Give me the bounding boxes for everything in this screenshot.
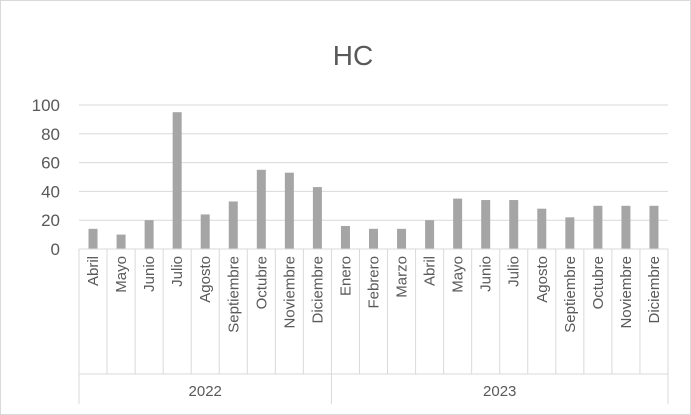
x-group-label: 2022 [189,383,222,400]
y-tick-label: 20 [41,211,60,230]
x-tick-label: Diciembre [646,256,663,324]
x-tick-label: Diciembre [309,256,326,324]
bar [144,220,154,249]
bar [481,200,491,249]
bar [172,112,182,249]
x-tick-label: Junio [478,256,495,292]
bar [397,228,407,249]
x-tick-label: Agosto [197,256,214,303]
x-tick-label: Noviembre [281,256,298,329]
x-tick-label: Abril [85,256,102,286]
bar [649,205,659,249]
y-tick-label: 60 [41,154,60,173]
bar [509,200,519,249]
x-axis-category-labels: Abril Mayo Junio Julio Agosto Septiembre Octub… [85,256,663,333]
x-axis [78,248,669,404]
y-tick-label: 0 [51,240,60,259]
x-tick-label: Abril [422,256,439,286]
x-tick-label: Julio [506,256,523,287]
x-tick-label: Mayo [113,256,130,293]
y-tick-label: 40 [41,182,60,201]
bar [116,234,126,249]
bar [228,201,238,249]
bar [88,228,98,249]
bar [200,214,210,249]
x-tick-label: Septiembre [225,256,242,333]
x-axis-group-labels: 2022 2023 [189,383,517,400]
bar [284,172,294,249]
chart-title: HC [333,40,373,71]
bar [565,217,575,249]
bar [340,225,350,249]
y-tick-label: 100 [32,96,60,115]
bars [88,112,659,249]
gridlines [79,104,668,250]
bar [621,205,631,249]
y-axis-tick-labels: 0 20 40 60 80 100 [32,96,60,259]
x-tick-label: Julio [169,256,186,287]
x-tick-label: Agosto [534,256,551,303]
x-tick-label: Marzo [394,256,411,298]
bar [425,220,435,249]
x-tick-label: Enero [337,256,354,296]
x-tick-label: Octubre [253,256,270,309]
bar [312,187,322,249]
bar [369,228,378,249]
bar [453,198,463,249]
y-tick-label: 80 [41,125,60,144]
x-tick-label: Junio [141,256,158,292]
x-tick-label: Febrero [366,256,383,309]
x-tick-label: Mayo [450,256,467,293]
x-tick-label: Octubre [590,256,607,309]
x-tick-label: Septiembre [562,256,579,333]
x-group-label: 2023 [483,383,516,400]
bar [256,169,266,249]
x-tick-label: Noviembre [618,256,635,329]
bar [593,205,603,249]
bar [537,208,547,249]
